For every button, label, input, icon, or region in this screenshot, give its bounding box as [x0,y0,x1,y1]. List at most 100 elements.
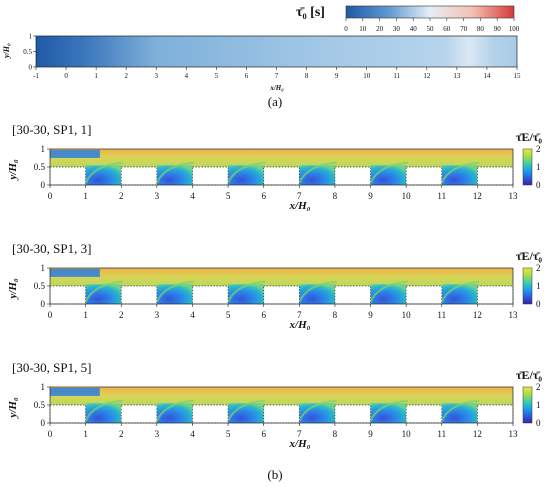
y-tick-label: 0 [41,418,46,428]
cavity-field [156,284,193,304]
shear-layer [227,399,266,422]
colorbar-a: τ̄₀ [s] 0 10 20 30 40 50 60 70 80 90 100 [296,5,520,33]
shear-layer [369,399,409,422]
x-tick-label: 1 [83,429,88,439]
colorbar-a-tick-label: 20 [376,25,384,33]
x-tick-label-a: 14 [483,72,491,80]
x-tick-label-a: 5 [215,72,219,80]
x-tick-label: 6 [261,191,266,201]
cavity-field [441,403,478,423]
x-tick-label: 10 [402,191,412,201]
x-tick-label: 0 [48,191,53,201]
cavity-field [156,165,193,185]
obstacle-block [334,285,371,305]
x-axis-label: x/H₀ [289,438,311,450]
x-tick-label-a: 2 [124,72,128,80]
panel-b: [30-30, SP1, 1]0 1 2 3 4 5 6 7 8 9 10 11 12 1300.51y/… [7,122,542,482]
y-tick-label: 1 [41,263,46,273]
obstacle-block [263,404,300,424]
obstacle-block [477,285,514,305]
x-tick-label: 11 [437,191,446,201]
cavity-field [299,165,335,185]
shear-layer [155,280,195,303]
shear-layer [155,161,195,184]
obstacle-block [405,404,443,424]
plot-b-1: [30-30, SP1, 1]0 1 2 3 4 5 6 7 8 9 10 11 12 1300.51y/… [7,122,542,212]
colorbar-a-tick-label: 30 [393,25,401,33]
cavity-field [299,403,335,423]
y-tick-label-a: 0.5 [23,48,32,56]
x-tick-label: 6 [261,310,266,320]
x-tick-label: 5 [226,191,231,201]
x-tick-label-a: 4 [185,72,189,80]
x-tick-label-a: -1 [33,72,39,80]
cavity-field [228,284,264,304]
obstacle-block [405,166,443,186]
shear-layer [369,280,409,303]
colorbar-a-tick-label: 70 [460,25,468,33]
colorbar-a-tick-label: 0 [344,25,348,33]
y-tick-label: 0 [41,299,46,309]
x-tick-label: 5 [226,310,231,320]
colorbar-a-tick-label: 40 [410,25,418,33]
x-tick-label: 9 [368,191,373,201]
x-tick-label-a: 1 [94,72,98,80]
x-tick-label: 9 [368,310,373,320]
x-tick-label-a: 3 [155,72,159,80]
inlet-jet [50,388,100,396]
obstacle-block [120,166,158,186]
obstacle-block [49,285,86,305]
obstacle-block [405,285,443,305]
y-tick-label: 1 [41,382,46,392]
colorbar-b-tick-label: 1 [536,281,541,291]
x-tick-label: 11 [437,310,446,320]
panel-a: τ̄₀ [s] 0 10 20 30 40 50 60 70 80 90 100 -1 0 1 2 3 4 5 6… [2,5,521,109]
x-tick-label-a: 9 [335,72,339,80]
cavity-field [85,403,122,423]
cavity-field [370,284,407,304]
x-tick-label: 8 [333,429,338,439]
inlet-jet [50,269,100,277]
x-tick-label: 0 [48,429,53,439]
x-tick-label: 12 [473,310,482,320]
plot-title: [30-30, SP1, 5] [12,360,91,375]
shear-layer [84,399,124,422]
upper-layer-field [50,149,513,167]
x-tick-label: 10 [402,429,412,439]
shear-layer [227,161,266,184]
obstacle-block [192,285,229,305]
panel-a-xlabel: x/H₀ [269,84,284,92]
x-tick-label: 8 [333,191,338,201]
x-tick-label: 3 [155,429,160,439]
x-tick-label: 4 [190,310,195,320]
obstacle-block [192,166,229,186]
panel-a-caption: (a) [268,94,282,109]
x-tick-label: 1 [83,310,88,320]
x-tick-label: 2 [119,191,124,201]
colorbar-b-label: τ̄E/τ̄₀ [516,249,542,263]
x-tick-label: 13 [509,429,519,439]
panel-a-ylabel: y/H₀ [2,43,11,59]
field-a-heatmap [36,36,517,67]
upper-layer-field [50,387,513,405]
x-axis-label: x/H₀ [289,319,311,331]
cavity-field [370,165,407,185]
y-axis-label: y/H₀ [7,159,19,181]
x-tick-label: 6 [261,429,266,439]
colorbar-a-tick-label: 50 [427,25,435,33]
obstacle-block [263,166,300,186]
y-tick-label-a: 1 [29,33,33,41]
y-tick-label: 0 [41,180,46,190]
colorbar-a-tick-label: 60 [443,25,451,33]
x-tick-label-a: 11 [393,72,400,80]
x-tick-label: 4 [190,191,195,201]
shear-layer [298,280,337,303]
colorbar-b-tick-label: 2 [536,144,541,154]
x-tick-label: 1 [83,191,88,201]
x-tick-label: 13 [509,310,519,320]
colorbar-a-label: τ̄₀ [s] [296,5,325,20]
cavity-field [441,284,478,304]
x-tick-label-a: 15 [514,72,522,80]
cavity-field [228,165,264,185]
x-tick-label: 12 [473,429,482,439]
